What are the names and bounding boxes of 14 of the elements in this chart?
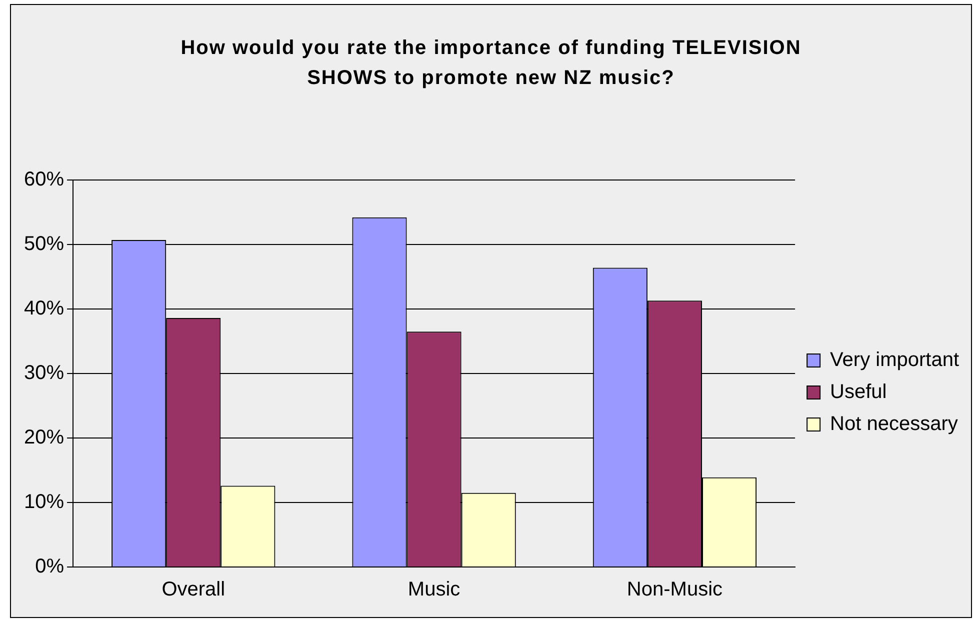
y-tick-label: 20% — [24, 426, 64, 449]
y-tick-label: 30% — [24, 362, 64, 384]
y-tick-label: 0% — [35, 556, 64, 578]
y-tick-label: 60% — [24, 168, 64, 191]
x-tick-label: Overall — [162, 578, 226, 601]
x-tick-label: Music — [408, 578, 460, 601]
y-tick-label: 40% — [24, 298, 64, 320]
x-tick-label: Non-Music — [626, 578, 723, 601]
legend-label: Very important — [830, 349, 960, 372]
y-tick-label: 50% — [24, 233, 64, 256]
chart-title: How would you rate the importance of funding TELEVISION SHOWS to promote new NZ music? — [180, 36, 802, 91]
legend-label: Useful — [830, 381, 887, 404]
legend-label: Not necessary — [830, 413, 958, 436]
y-tick-label: 10% — [24, 491, 64, 514]
